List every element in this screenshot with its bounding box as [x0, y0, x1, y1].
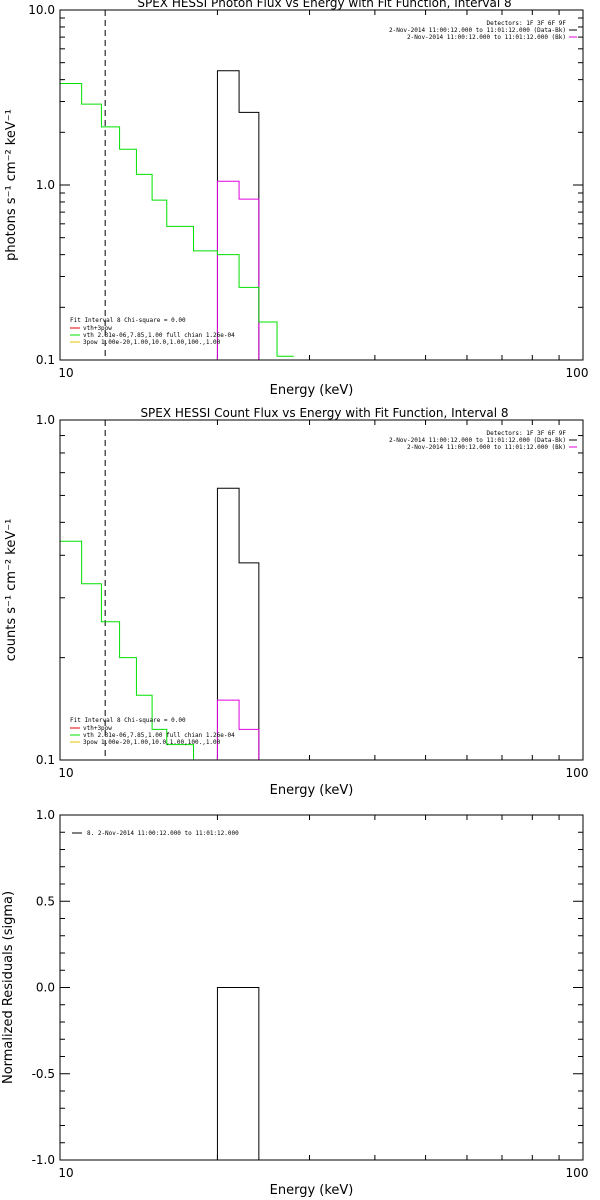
y-tick-label: 0.1 — [36, 353, 55, 367]
x-tick-label: 100 — [566, 766, 589, 780]
y-tick-label: 1.0 — [36, 808, 55, 822]
chart-title: SPEX HESSI Count Flux vs Energy with Fit… — [140, 406, 508, 420]
series-2-histogram — [216, 699, 260, 760]
fit-legend-entry: 3pow 1.00e-20,1.00,10.0,1.00,100.,1.00 — [83, 739, 221, 746]
series-1-histogram — [216, 487, 260, 760]
fit-legend-title: Fit Interval 8 Chi-square = 0.00 — [70, 317, 186, 324]
series-1-histogram — [216, 70, 260, 360]
plot-frame — [59, 814, 584, 1161]
fit-legend-title: Fit Interval 8 Chi-square = 0.00 — [70, 717, 186, 724]
x-axis-label: Energy (keV) — [270, 383, 354, 398]
x-axis-label: Energy (keV) — [270, 1183, 354, 1198]
x-tick-label: 100 — [566, 1166, 589, 1180]
series-1-histogram — [216, 987, 260, 1160]
chart-panel-1: 10 100 0.1 1.0 10.0 SPEX HESSI Photon Flux vs… — [4, 0, 588, 398]
y-tick-label: 1.0 — [36, 178, 55, 192]
chart-title: SPEX HESSI Photon Flux vs Energy with Fi… — [137, 0, 511, 10]
y-axis-label: photons s⁻¹ cm⁻² keV⁻¹ — [4, 109, 19, 261]
y-tick-label: -1.0 — [32, 1153, 55, 1167]
y-axis-label: counts s⁻¹ cm⁻² keV⁻¹ — [4, 519, 19, 662]
plot-frame — [59, 9, 584, 361]
x-tick-label: 10 — [58, 1166, 73, 1180]
legend-top-entry: 2-Nov-2014 11:00:12.000 to 11:01:12.000 … — [407, 34, 566, 41]
y-tick-label: 0.5 — [36, 894, 55, 908]
y-axis-label: Normalized Residuals (sigma) — [1, 891, 16, 1084]
legend-top-entry: 2-Nov-2014 11:00:12.000 to 11:01:12.000 … — [389, 437, 566, 444]
x-tick-label: 10 — [58, 366, 73, 380]
tick-marks — [59, 814, 584, 1161]
fit-legend-entry: vth+3pow — [83, 725, 112, 732]
chart-panel-2: 10 100 0.1 1.0 SPEX HESSI Count Flux vs Ener… — [4, 406, 588, 798]
y-tick-label: 0.0 — [36, 981, 55, 995]
x-tick-label: 100 — [566, 366, 589, 380]
legend-top-entry: Detectors: 1F 3F 6F 9F — [487, 20, 567, 27]
legend-top-entry: Detectors: 1F 3F 6F 9F — [487, 430, 567, 437]
y-tick-label: -0.5 — [32, 1067, 55, 1081]
x-axis-label: Energy (keV) — [270, 783, 354, 798]
fit-legend-entry: vth 2.31e-06,7.85,1.00 full chian 1.26e-… — [83, 332, 235, 339]
series-2-histogram — [216, 180, 260, 360]
series-3-histogram — [59, 495, 218, 761]
fit-legend-entry: vth+3pow — [83, 325, 112, 332]
y-tick-label: 10.0 — [28, 3, 55, 17]
tick-marks — [59, 419, 584, 761]
series-3-histogram — [59, 62, 294, 357]
y-tick-label: 0.1 — [36, 753, 55, 767]
legend-top-entry: 2-Nov-2014 11:00:12.000 to 11:01:12.000 … — [407, 444, 566, 451]
fit-legend-entry: 3pow 1.00e-20,1.00,10.0,1.00,100.,1.00 — [83, 339, 221, 346]
chart-panel-3: 10 100 -1.0 -0.5 0.0 0.5 1.0 Energy (keV) Normal… — [1, 808, 588, 1198]
fit-legend-entry: vth 2.31e-06,7.85,1.00 full chian 1.26e-… — [83, 732, 235, 739]
x-tick-label: 10 — [58, 766, 73, 780]
legend-top-entry: 2-Nov-2014 11:00:12.000 to 11:01:12.000 … — [389, 27, 566, 34]
y-tick-label: 1.0 — [36, 413, 55, 427]
tick-marks — [59, 9, 584, 361]
plot-frame — [59, 419, 584, 761]
legend-top-entry: 8. 2-Nov-2014 11:00:12.000 to 11:01:12.0… — [87, 830, 239, 837]
